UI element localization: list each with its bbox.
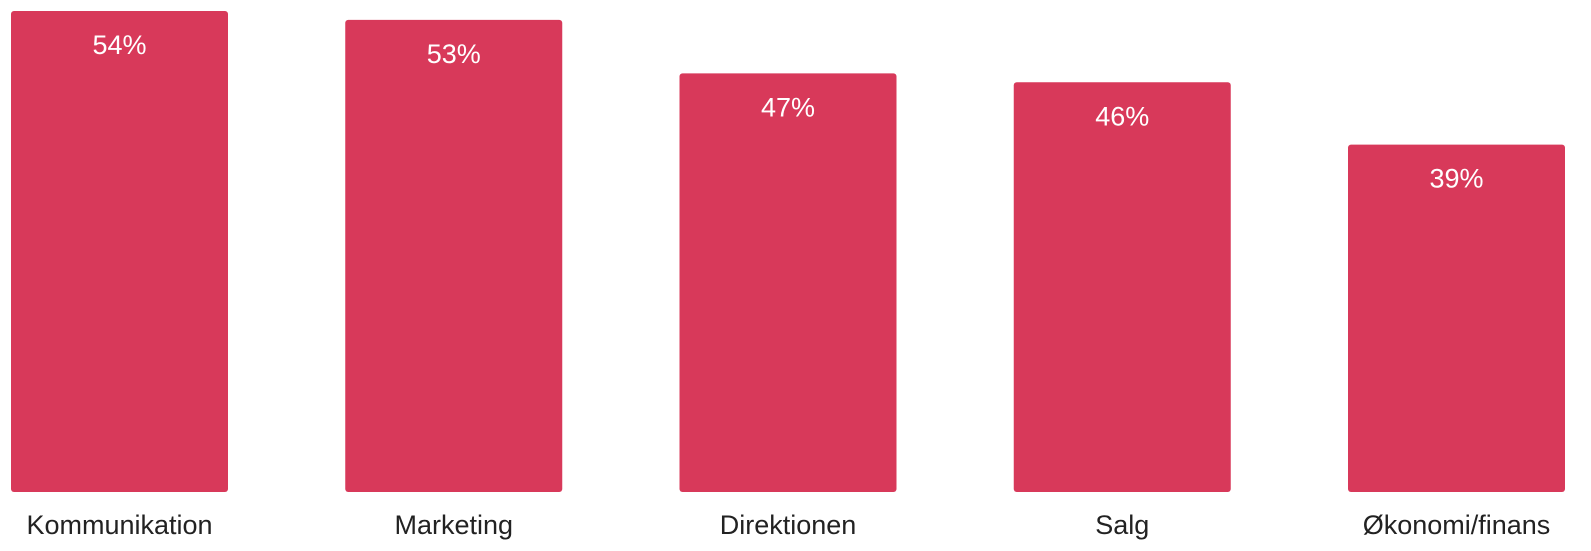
value-label: 47% <box>761 92 815 122</box>
x-tick-label: Marketing <box>394 510 513 540</box>
x-tick-label: Økonomi/finans <box>1363 510 1551 540</box>
value-label: 46% <box>1095 101 1149 131</box>
bar <box>345 19 563 492</box>
bar <box>1013 82 1231 492</box>
value-label: 53% <box>427 39 481 69</box>
bar <box>11 11 228 492</box>
bar <box>1348 144 1565 492</box>
x-tick-label: Kommunikation <box>26 510 212 540</box>
x-tick-label: Salg <box>1095 510 1149 540</box>
value-label: 54% <box>92 30 146 60</box>
x-tick-label: Direktionen <box>720 510 857 540</box>
value-label: 39% <box>1429 164 1483 194</box>
bar <box>679 73 897 492</box>
